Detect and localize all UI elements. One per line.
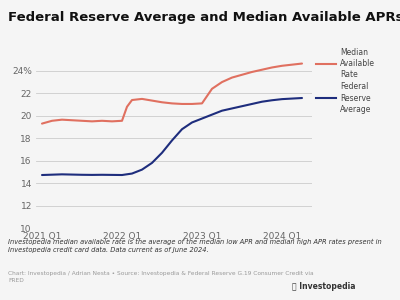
Text: Federal Reserve Average and Median Available APRs: Federal Reserve Average and Median Avail…	[8, 11, 400, 23]
Text: Federal
Reserve
Average: Federal Reserve Average	[340, 82, 371, 114]
Text: Median
Available
Rate: Median Available Rate	[340, 48, 375, 80]
Text: Investopedia median available rate is the average of the median low APR and medi: Investopedia median available rate is th…	[8, 238, 382, 253]
Text: ⓘ Investopedia: ⓘ Investopedia	[292, 282, 356, 291]
Text: Chart: Investopedia / Adrian Nesta • Source: Investopedia & Federal Reserve G.19: Chart: Investopedia / Adrian Nesta • Sou…	[8, 272, 314, 283]
